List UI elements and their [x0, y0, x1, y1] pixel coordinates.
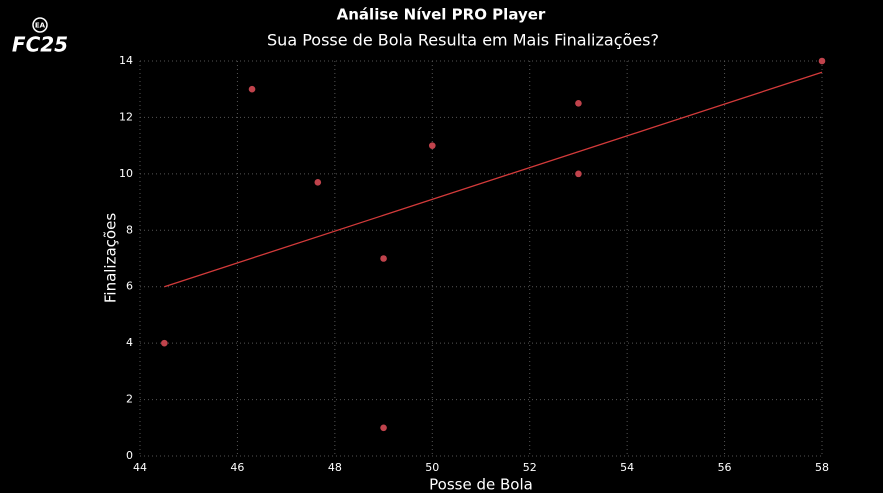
y-tick-label: 6: [126, 280, 133, 293]
trend-line: [164, 71, 823, 288]
x-tick-label: 44: [133, 461, 147, 474]
x-tick-label: 50: [425, 461, 439, 474]
point: [818, 57, 826, 65]
logo-badge: EA: [35, 22, 46, 30]
y-axis-label: Finalizações: [102, 213, 120, 303]
x-tick-label: 58: [815, 461, 829, 474]
y-tick-label: 4: [126, 336, 133, 349]
point: [161, 339, 168, 347]
point: [248, 85, 256, 93]
logo-name: FC25: [12, 33, 68, 57]
point: [380, 424, 387, 432]
y-tick-label: 14: [119, 54, 133, 67]
y-tick-label: 10: [119, 167, 133, 180]
y-tick-label: 12: [119, 110, 133, 123]
y-tick-label: 8: [126, 223, 133, 236]
x-axis-label: Posse de Bola: [429, 476, 533, 493]
logo-badge-ring: [32, 17, 48, 33]
x-tick-label: 52: [523, 461, 537, 474]
point: [314, 179, 322, 186]
x-tick-label: 46: [230, 461, 244, 474]
point: [380, 255, 387, 262]
chart-title: Análise Nível PRO Player: [337, 6, 546, 24]
chart-subtitle: Sua Posse de Bola Resulta em Mais Finali…: [267, 31, 659, 50]
x-tick-label: 56: [718, 461, 732, 474]
y-tick-label: 2: [126, 393, 133, 406]
logo: EA FC25: [12, 17, 68, 57]
x-tick-label: 48: [328, 461, 342, 474]
point: [428, 142, 436, 149]
point: [575, 100, 582, 107]
y-tick-label: 0: [126, 449, 133, 462]
x-tick-label: 54: [620, 461, 634, 474]
point: [575, 170, 582, 178]
